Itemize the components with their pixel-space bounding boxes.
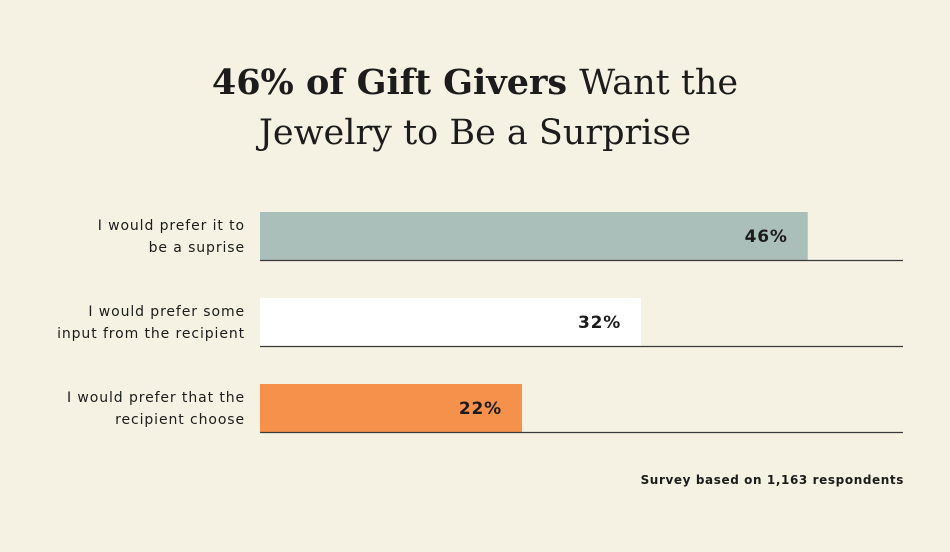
title-line-2: Jewelry to Be a Surprise	[258, 113, 692, 153]
category-label-2-line-2: input from the recipient	[57, 326, 245, 342]
value-label-2: 32%	[578, 313, 621, 333]
category-label-3-line-2: recipient choose	[115, 412, 245, 428]
category-label-2-line-1: I would prefer some	[88, 304, 245, 320]
bar-1	[260, 212, 808, 260]
title-highlight: 46% of Gift Givers	[211, 62, 568, 103]
category-label-3-line-1: I would prefer that the	[67, 390, 245, 406]
value-label-3: 22%	[459, 399, 502, 419]
survey-footnote: Survey based on 1,163 respondents	[640, 473, 904, 487]
title-rest: Want the	[579, 63, 739, 103]
category-label-1-line-1: I would prefer it to	[98, 218, 245, 234]
category-label-1-line-2: be a suprise	[149, 240, 245, 256]
chart-title: 46% of Gift Givers Want the Jewelry to B…	[0, 58, 950, 158]
bar-3	[260, 384, 522, 432]
value-label-1: 46%	[745, 227, 788, 247]
bar-2	[260, 298, 642, 346]
